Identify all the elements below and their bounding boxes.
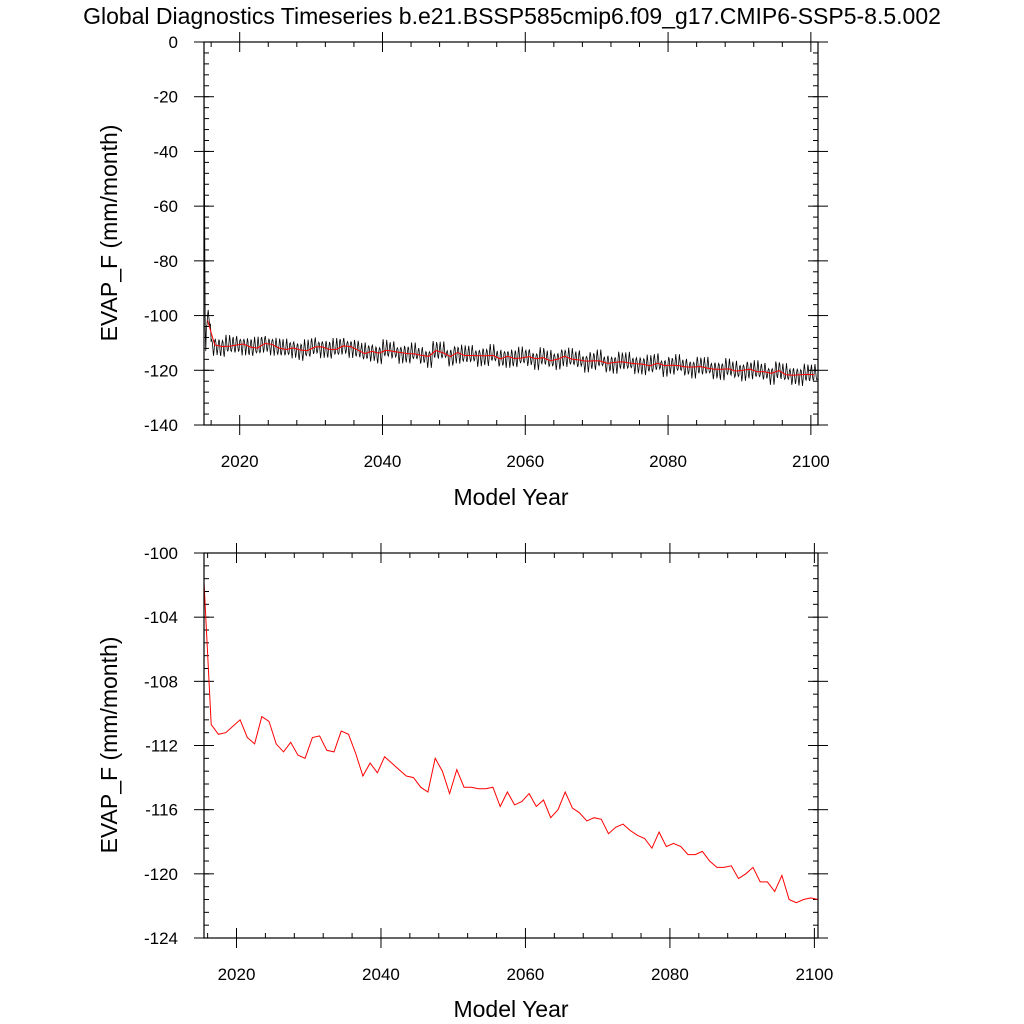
- top-y-tick-label: -100: [144, 307, 178, 326]
- top-y-tick-label: -40: [153, 142, 178, 161]
- top-x-tick-label: 2100: [792, 452, 830, 471]
- bottom-y-tick-label: -116: [145, 801, 178, 820]
- top-x-tick-label: 2020: [221, 452, 259, 471]
- annual-series-line-zoom: [203, 581, 819, 904]
- bottom-x-tick-label: 2100: [795, 965, 833, 984]
- chart-title: Global Diagnostics Timeseries b.e21.BSSP…: [83, 3, 941, 29]
- top-y-tick-label: -80: [153, 252, 178, 271]
- bottom-y-tick-label: -108: [144, 672, 178, 691]
- bottom-x-tick-label: 2080: [651, 965, 689, 984]
- bottom-y-tick-label: -100: [144, 544, 178, 563]
- annual-series-line: [207, 320, 815, 376]
- top-x-tick-label: 2040: [364, 452, 402, 471]
- monthly-series-line: [203, 55, 818, 387]
- bottom-y-tick-label: -104: [144, 608, 178, 627]
- bottom-x-axis-label: Model Year: [453, 996, 568, 1022]
- bottom-x-tick-label: 2040: [362, 965, 400, 984]
- bottom-panel-frame: [203, 552, 819, 939]
- top-x-tick-label: 2080: [649, 452, 687, 471]
- bottom-y-tick-label: -120: [144, 865, 178, 884]
- bottom-x-tick-label: 2020: [218, 965, 256, 984]
- top-y-tick-label: 0: [169, 33, 178, 52]
- bottom-x-tick-label: 2060: [507, 965, 545, 984]
- top-x-axis-label: Model Year: [453, 484, 568, 510]
- top-y-tick-label: -20: [153, 88, 178, 107]
- top-panel-lines: [203, 55, 818, 387]
- top-y-axis-label: EVAP_F (mm/month): [96, 125, 122, 342]
- top-y-tick-label: -60: [153, 197, 178, 216]
- bottom-y-axis-label: EVAP_F (mm/month): [96, 637, 122, 854]
- top-panel-ticks: 2020 2040 2060 2080 2100 0 -20 -40 -60 -80 -100 -12…: [144, 32, 830, 471]
- top-panel-frame: [203, 41, 819, 426]
- bottom-y-tick-label: -124: [144, 929, 178, 948]
- top-panel: 2020 2040 2060 2080 2100 0 -20 -40 -60 -80 -100 -12…: [96, 32, 830, 510]
- top-y-tick-label: -140: [144, 416, 178, 435]
- bottom-y-tick-label: -112: [145, 737, 178, 756]
- bottom-panel-ticks: 2020 2040 2060 2080 2100 -100 -104 -108 -112 -116…: [144, 543, 833, 984]
- top-y-tick-label: -120: [144, 361, 178, 380]
- bottom-panel-lines: [203, 581, 819, 904]
- top-x-tick-label: 2060: [506, 452, 544, 471]
- bottom-panel: 2020 2040 2060 2080 2100 -100 -104 -108 -112 -116…: [96, 543, 833, 1022]
